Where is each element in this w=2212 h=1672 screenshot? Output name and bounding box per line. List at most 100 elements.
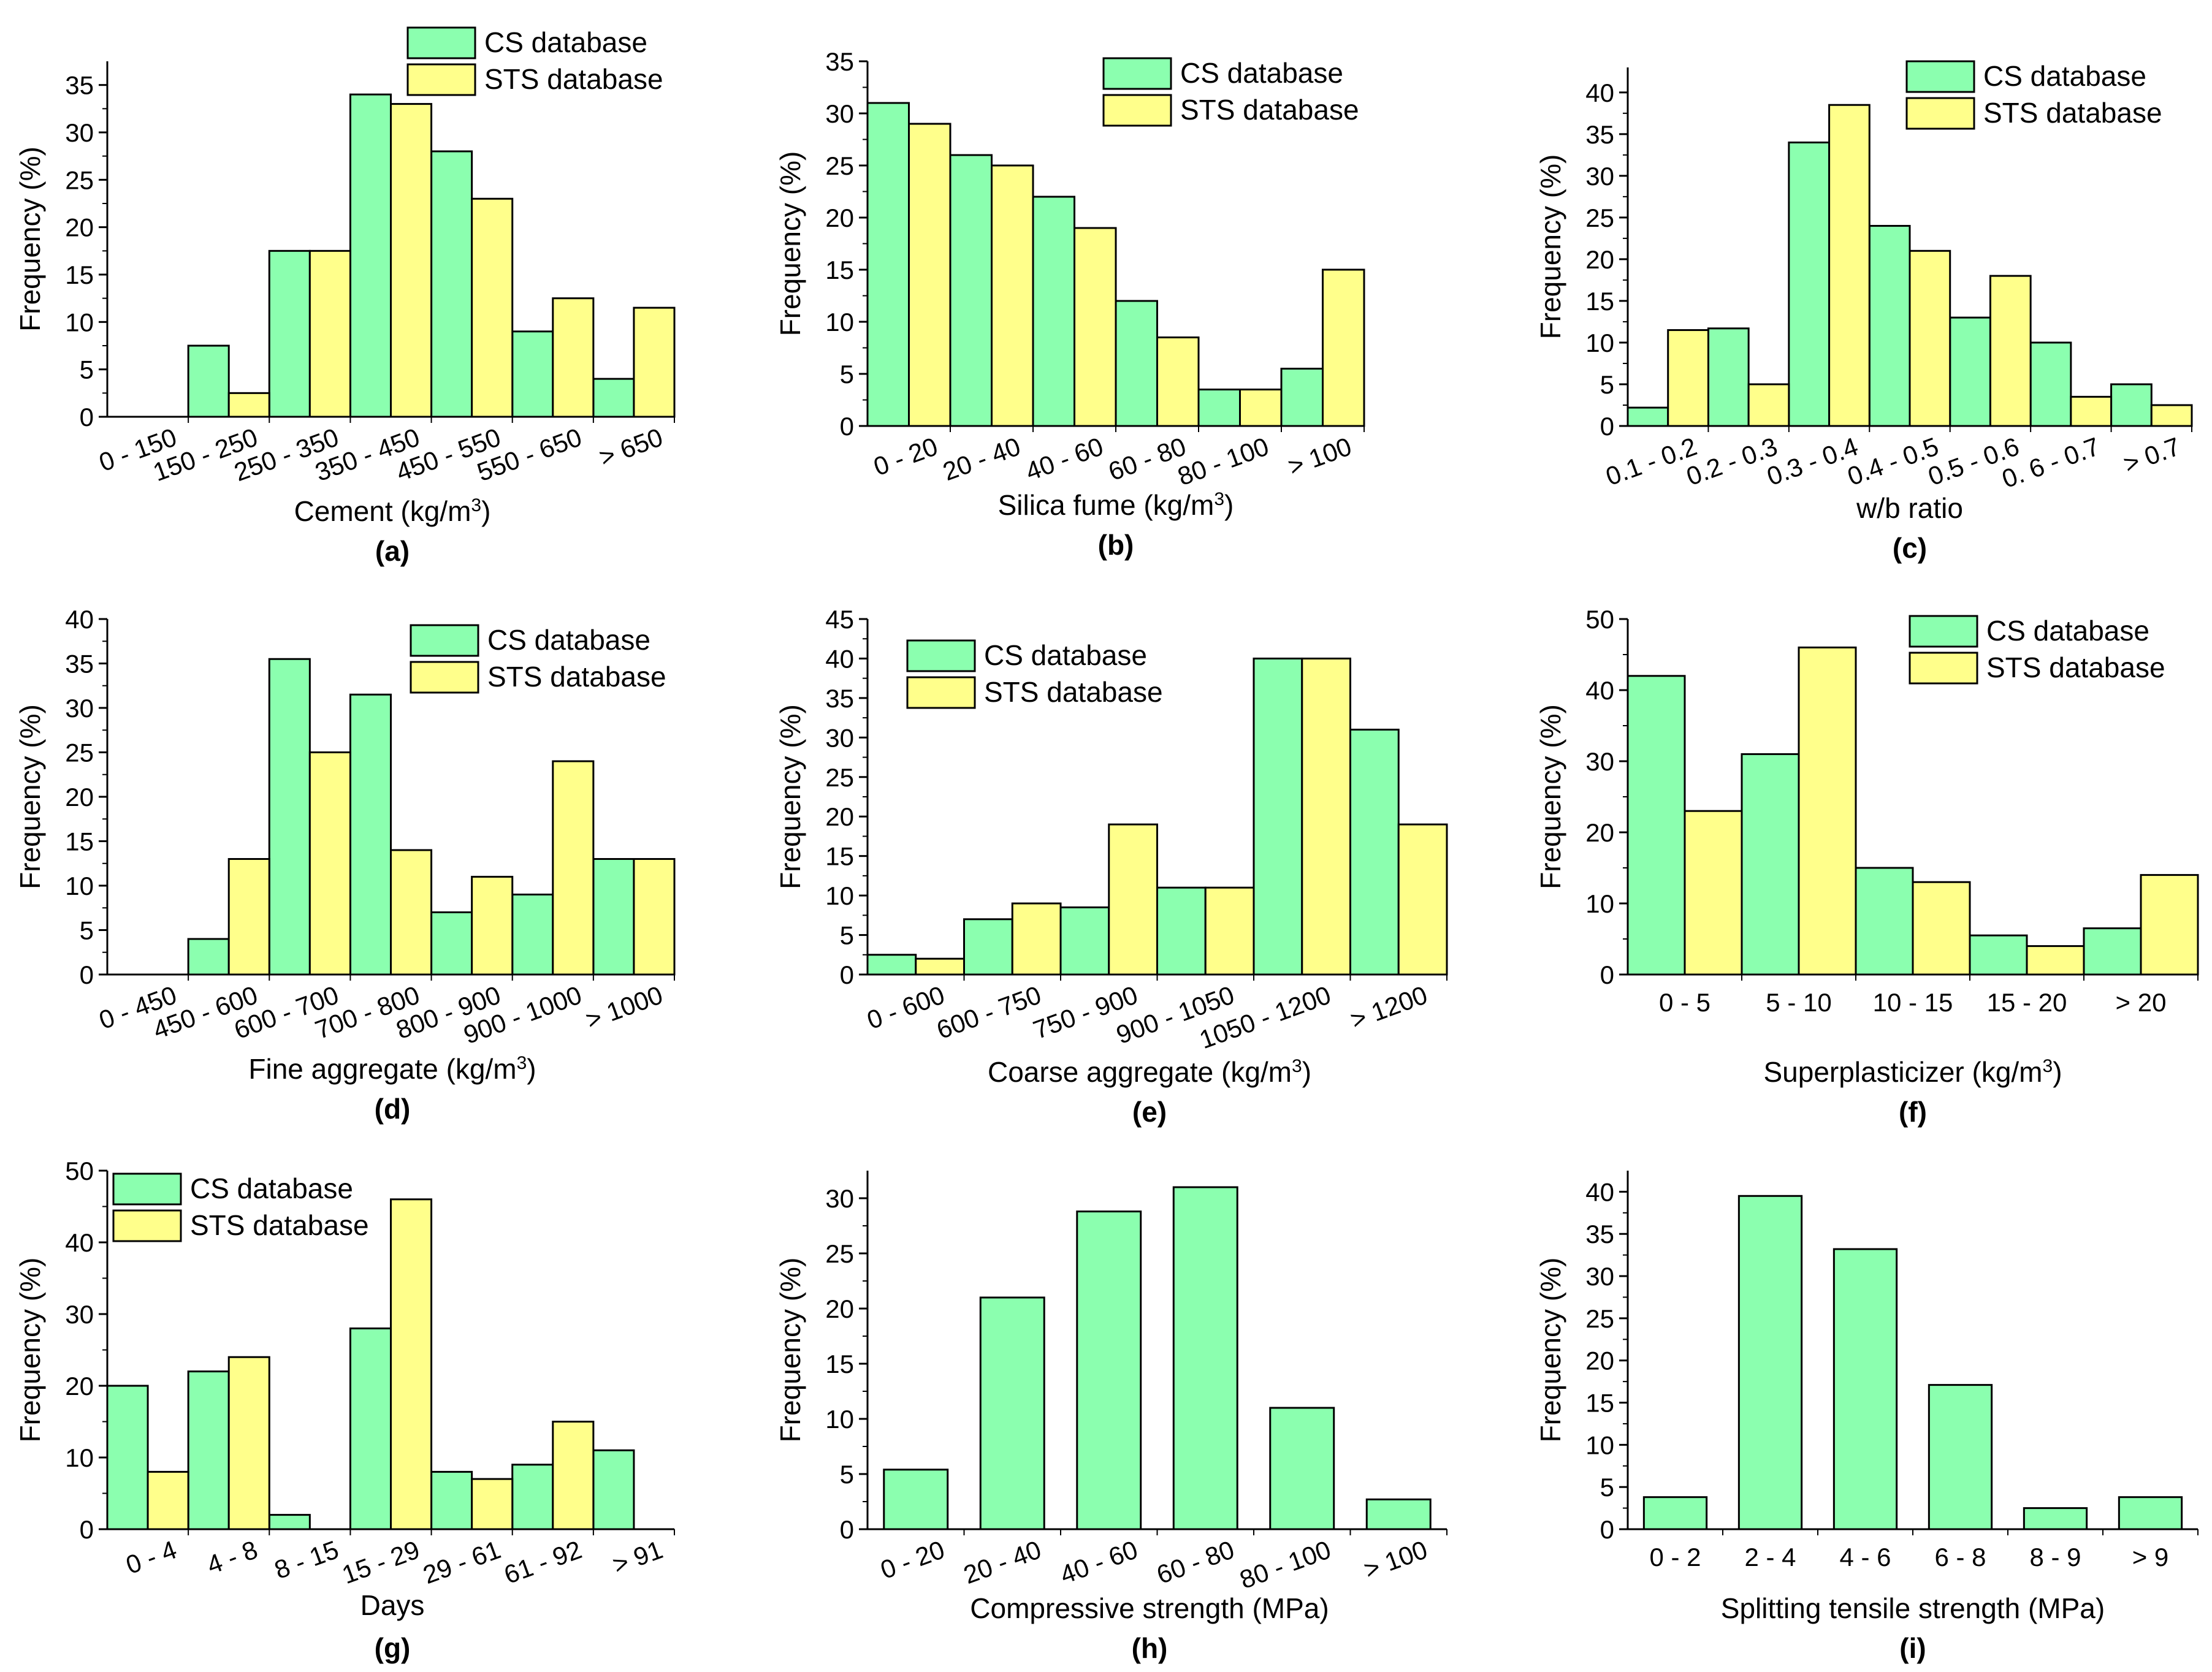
bar-primary [1969, 934, 2028, 976]
x-tick-label: 0.3 - 0.4 [1763, 431, 1862, 491]
bar-primary [268, 1514, 311, 1530]
y-tick-label: 20 [65, 783, 94, 811]
legend-swatch [1909, 652, 1978, 685]
y-tick-label: 35 [825, 684, 854, 713]
bar-secondary [633, 858, 676, 976]
y-tick-label: 0 [80, 1515, 94, 1544]
x-tick-label: 0 - 5 [1659, 988, 1710, 1017]
y-tick-label: 5 [1600, 370, 1614, 399]
y-tick-label: 20 [65, 213, 94, 242]
y-tick-label: 20 [65, 1372, 94, 1400]
x-tick-label: 40 - 60 [1056, 1535, 1142, 1589]
bar-secondary [1667, 329, 1709, 427]
bar-secondary [991, 164, 1034, 427]
legend-swatch [1905, 60, 1975, 93]
y-axis-title: Frequency (%) [774, 1258, 806, 1443]
legend-label: CS database [1986, 615, 2149, 647]
y-tick-label: 0 [840, 960, 854, 989]
x-tick-label: 5 - 10 [1766, 988, 1831, 1017]
bar-primary [2118, 1496, 2183, 1530]
legend-swatch [406, 63, 476, 96]
y-axis-title: Frequency (%) [14, 704, 46, 889]
legend-label: STS database [1180, 94, 1359, 126]
y-tick-label: 40 [65, 1228, 94, 1257]
bar-primary [511, 1464, 554, 1530]
bar-secondary [390, 103, 433, 418]
x-axis-title: Silica fume (kg/m3) [998, 489, 1234, 522]
bar-secondary [915, 957, 965, 976]
x-axis-title: Fine aggregate (kg/m3) [248, 1053, 536, 1085]
y-tick-label: 50 [65, 1157, 94, 1185]
bar-primary [430, 150, 473, 418]
bar-secondary [471, 876, 514, 976]
bar-primary [592, 378, 635, 418]
y-tick-label: 50 [1585, 605, 1614, 634]
y-tick-label: 30 [65, 694, 94, 723]
legend-label: CS database [190, 1172, 353, 1204]
x-tick-label: 4 - 6 [1839, 1543, 1891, 1571]
panel-label: (d) [375, 1093, 411, 1125]
x-tick-label: 0 - 20 [870, 431, 942, 481]
bar-primary [187, 344, 230, 418]
x-tick-label: 80 - 100 [1236, 1535, 1335, 1594]
y-tick-label: 40 [1585, 676, 1614, 705]
y-axis-title: Frequency (%) [1535, 704, 1566, 889]
y-tick-label: 5 [80, 916, 94, 945]
y-tick-label: 20 [825, 802, 854, 831]
y-tick-label: 10 [825, 1405, 854, 1434]
y-tick-label: 40 [65, 605, 94, 634]
panel-label: (a) [375, 535, 410, 567]
y-tick-label: 20 [825, 203, 854, 232]
y-tick-label: 40 [1585, 1177, 1614, 1206]
y-tick-label: 5 [840, 360, 854, 389]
bar-primary [106, 1385, 149, 1530]
y-tick-label: 30 [825, 1184, 854, 1213]
bar-primary [1349, 728, 1400, 976]
bar-primary [592, 858, 635, 976]
x-tick-label: > 0.7 [2119, 431, 2184, 479]
panel-label: (b) [1098, 529, 1134, 561]
x-tick-label: > 91 [609, 1535, 666, 1579]
y-tick-label: 0 [840, 1515, 854, 1544]
bar-primary [187, 1370, 230, 1530]
bar-secondary [2026, 945, 2085, 976]
bar-secondary [1747, 383, 1790, 427]
legend-swatch [906, 639, 976, 672]
bar-primary [349, 693, 392, 976]
chart-panel-f: 0 10 20 30 40 50 Frequency (%) 0 - 5 5 - 10 10 - … [1535, 605, 2199, 1128]
y-tick-label: 15 [825, 1350, 854, 1378]
y-tick-label: 0 [80, 960, 94, 989]
bar-primary [1788, 141, 1831, 427]
bar-primary [1059, 906, 1110, 976]
bar-secondary [2150, 404, 2193, 427]
x-tick-label: 600 - 750 [932, 980, 1045, 1044]
bar-secondary [1989, 275, 2032, 427]
bar-secondary [1798, 646, 1857, 976]
y-tick-label: 25 [825, 1239, 854, 1268]
x-tick-label: 0 - 4 [122, 1535, 180, 1579]
bar-primary [187, 938, 230, 976]
bar-secondary [227, 858, 270, 976]
legend-swatch [410, 661, 479, 694]
x-tick-label: 0.1 - 0.2 [1602, 431, 1701, 491]
bar-primary [1741, 753, 1800, 976]
x-tick-label: 20 - 40 [959, 1535, 1045, 1589]
x-tick-label: 0 - 20 [877, 1535, 948, 1584]
y-tick-label: 45 [825, 605, 854, 634]
x-tick-label: > 20 [2116, 988, 2167, 1017]
panel-label: (g) [375, 1632, 411, 1664]
bar-primary [949, 154, 993, 427]
bar-secondary [1204, 886, 1255, 976]
y-tick-label: 25 [65, 739, 94, 767]
bar-primary [349, 93, 392, 418]
bar-secondary [552, 297, 595, 418]
x-tick-label: 8 - 9 [2029, 1543, 2081, 1571]
bar-secondary [390, 849, 433, 976]
bar-secondary [908, 123, 952, 427]
panel-label: (e) [1132, 1096, 1167, 1128]
bar-primary [349, 1327, 392, 1530]
